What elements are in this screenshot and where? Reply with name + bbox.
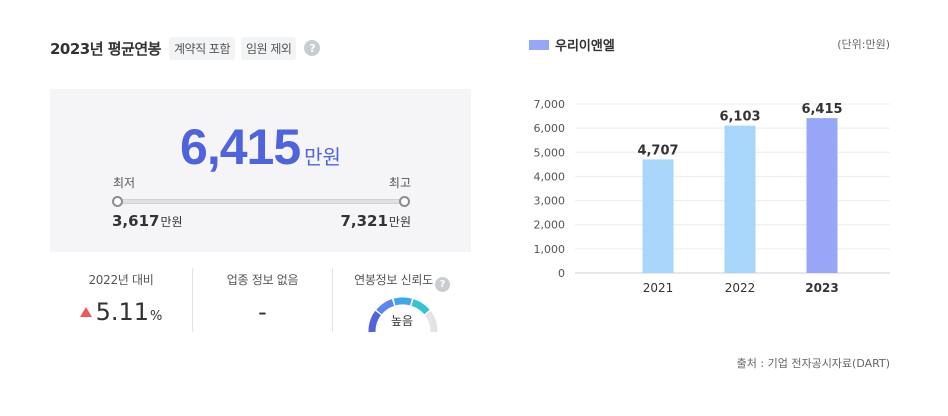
arrow-up-icon — [79, 307, 92, 317]
max-range-knob — [399, 196, 410, 207]
chart-legend: 우리이앤엘 — [529, 35, 615, 54]
y-tick-label: 0 — [558, 267, 565, 280]
salary-bar-chart: 0 1,000 2,000 3,000 4,000 5,000 6,000 7,000 4,70… — [534, 98, 890, 295]
reliability-label: 연봉정보 신뢰도 — [354, 273, 433, 287]
x-tick-label: 2022 — [725, 281, 756, 295]
reliability-value: 높음 — [390, 314, 414, 328]
reliability-stat: 연봉정보 신뢰도? 높음 — [332, 268, 471, 333]
page-title: 2023년 평균연봉 — [50, 39, 161, 58]
bar — [806, 118, 838, 274]
y-tick-label: 6,000 — [534, 122, 566, 135]
reliability-help-icon[interactable]: ? — [434, 277, 450, 292]
gauge-segment-2 — [376, 299, 395, 315]
average-salary: 6,415 만원 — [50, 118, 471, 176]
x-tick-label: 2021 — [643, 281, 674, 295]
salary-header: 2023년 평균연봉 계약직 포함 임원 제외 ? — [50, 36, 321, 60]
yoy-change-unit: % — [150, 309, 163, 324]
help-icon[interactable]: ? — [304, 40, 321, 56]
y-tick-label: 4,000 — [534, 170, 566, 183]
bar-value-label: 4,707 — [637, 143, 678, 158]
legend-label: 우리이앤엘 — [555, 39, 615, 54]
legend-swatch — [529, 39, 549, 50]
industry-label: 업종 정보 없음 — [226, 273, 299, 287]
salary-range-track — [117, 199, 405, 204]
bar-value-label: 6,103 — [719, 110, 760, 125]
y-tick-label: 2,000 — [534, 219, 566, 232]
bar — [642, 159, 674, 273]
yoy-change-stat: 2022년 대비 5.11% — [50, 268, 192, 332]
average-salary-unit: 만원 — [304, 145, 341, 169]
reliability-gauge — [368, 297, 438, 333]
bar — [724, 125, 756, 273]
max-salary-value: 7,321 — [340, 212, 388, 230]
x-tick-label: 2023 — [805, 281, 838, 295]
chart-unit-note: (단위:만원) — [837, 38, 890, 51]
tag-contract-included: 계약직 포함 — [168, 36, 235, 60]
min-salary-value: 3,617 — [112, 212, 160, 230]
salary-summary-card: 6,415 만원 최저 최고 3,617만원 7,321만원 — [50, 89, 471, 252]
y-tick-label: 5,000 — [534, 146, 566, 159]
y-tick-label: 1,000 — [534, 243, 566, 256]
min-salary: 3,617만원 — [112, 212, 183, 230]
max-salary: 7,321만원 — [340, 212, 411, 230]
min-label: 최저 — [113, 176, 136, 190]
gauge-segment-1 — [368, 310, 381, 333]
data-source: 출처 : 기업 전자공시자료(DART) — [736, 357, 890, 370]
yoy-change-label: 2022년 대비 — [88, 273, 154, 287]
bar-value-label: 6,415 — [801, 102, 842, 117]
yoy-change: 5.11% — [50, 298, 192, 326]
industry-stat: 업종 정보 없음 - — [192, 268, 332, 332]
yoy-change-value: 5.11 — [95, 298, 150, 326]
gauge-segment-3 — [393, 297, 412, 306]
gauge-segment-4 — [411, 299, 430, 315]
max-salary-unit: 만원 — [388, 215, 411, 229]
min-range-knob — [112, 196, 123, 207]
tag-executive-excluded: 임원 제외 — [241, 36, 297, 60]
min-salary-unit: 만원 — [160, 215, 183, 229]
max-label: 최고 — [388, 176, 411, 190]
average-salary-value: 6,415 — [180, 119, 301, 175]
y-tick-label: 7,000 — [534, 98, 566, 111]
industry-value: - — [258, 298, 267, 326]
salary-stats: 2022년 대비 5.11% 업종 정보 없음 - 연봉정보 신뢰도? 높음 — [50, 268, 471, 333]
y-tick-label: 3,000 — [534, 195, 566, 208]
gauge-segment-5 — [425, 310, 438, 333]
reliability-label-row: 연봉정보 신뢰도? — [333, 271, 471, 292]
